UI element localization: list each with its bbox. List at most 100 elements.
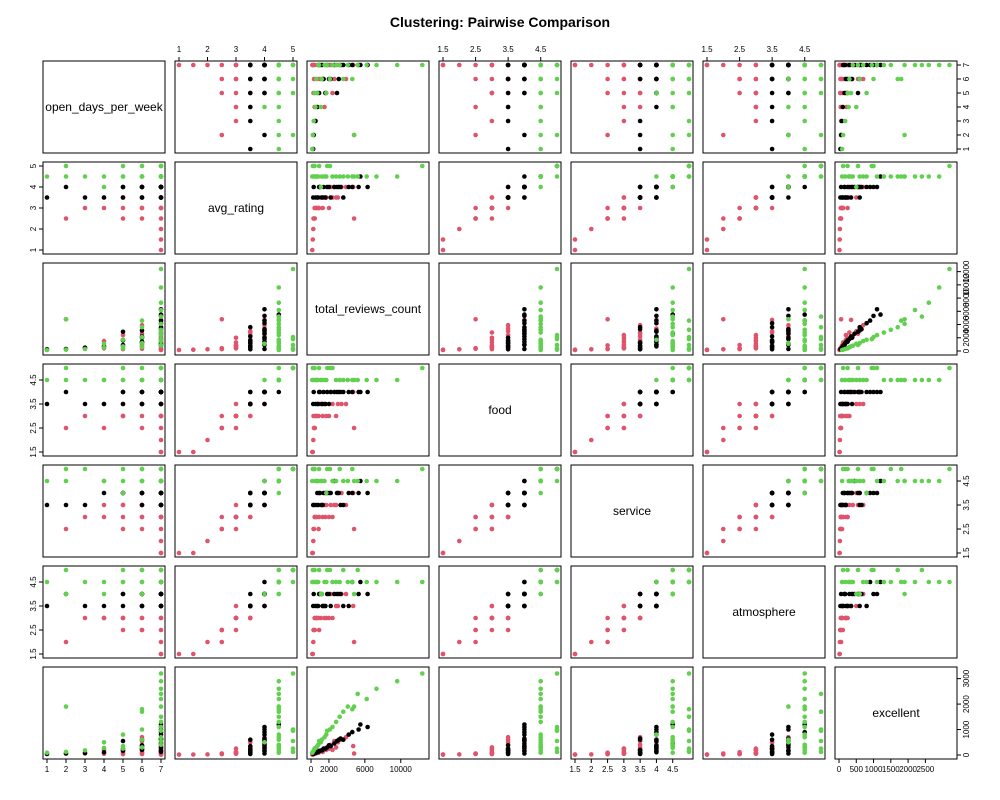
data-point (753, 90, 759, 96)
data-point (847, 76, 852, 82)
data-point (839, 615, 845, 621)
data-point (158, 678, 164, 684)
data-point (120, 615, 126, 621)
data-point (489, 205, 495, 211)
data-point (276, 377, 282, 383)
data-point (330, 615, 335, 621)
data-point (158, 478, 164, 484)
y-tick-label: 2 (29, 226, 38, 231)
y-tick-label: 2000 (962, 328, 971, 346)
data-point (721, 317, 726, 322)
data-point (276, 678, 282, 684)
data-point (139, 174, 145, 179)
data-point (139, 401, 145, 407)
data-point (786, 346, 791, 352)
data-point (101, 341, 107, 347)
data-point (290, 266, 296, 272)
data-point (63, 365, 69, 371)
data-point (158, 728, 164, 734)
data-point (311, 639, 316, 645)
x-tick-label: 2.5 (734, 45, 746, 54)
data-point (101, 579, 107, 585)
data-point (333, 478, 339, 484)
data-point (637, 146, 643, 152)
data-point (290, 671, 296, 676)
data-point (358, 389, 363, 395)
x-tick-label: 500 (850, 765, 864, 774)
data-point (572, 449, 578, 455)
data-point (637, 118, 643, 124)
data-point (324, 732, 329, 737)
data-point (139, 737, 145, 742)
data-point (82, 615, 88, 621)
data-point (936, 579, 942, 585)
data-point (538, 330, 543, 335)
data-point (334, 389, 340, 395)
diagonal-label: food (488, 403, 511, 417)
data-point (874, 62, 880, 68)
data-point (737, 90, 742, 96)
data-point (355, 567, 361, 573)
data-point (191, 651, 196, 657)
data-point (769, 502, 775, 508)
data-point (394, 678, 400, 684)
data-point (338, 184, 343, 190)
data-point (670, 62, 675, 68)
diagonal-label: service (613, 504, 651, 518)
data-point (457, 752, 462, 757)
data-point (802, 706, 807, 712)
data-point (101, 174, 107, 179)
data-point (572, 752, 578, 757)
data-point (522, 90, 527, 96)
data-point (840, 490, 846, 496)
data-point (769, 490, 775, 496)
data-point (315, 603, 321, 609)
data-point (158, 671, 164, 676)
panel-open_days_per_week-vs-food (438, 60, 562, 154)
data-point (176, 347, 182, 353)
data-point (158, 514, 164, 520)
data-point (191, 550, 196, 556)
data-point (248, 746, 253, 751)
data-point (120, 591, 126, 597)
data-point (786, 478, 791, 484)
data-point (328, 502, 334, 508)
data-point (637, 736, 643, 741)
panel-avg_rating-vs-avg_rating (174, 161, 298, 255)
data-point (319, 174, 325, 179)
data-point (318, 740, 324, 745)
x-tick-label: 0 (837, 765, 842, 774)
data-point (248, 90, 253, 96)
data-point (850, 502, 856, 508)
data-point (101, 502, 107, 508)
data-point (276, 90, 282, 96)
data-point (262, 401, 267, 407)
data-point (311, 389, 317, 395)
data-point (786, 76, 791, 82)
data-point (290, 336, 296, 342)
data-point (888, 579, 894, 585)
data-point (538, 591, 543, 597)
data-point (888, 466, 894, 472)
data-point (802, 321, 807, 327)
data-point (82, 205, 88, 211)
data-point (802, 184, 807, 190)
data-point (139, 184, 145, 190)
data-point (538, 285, 543, 290)
data-point (233, 425, 239, 431)
panel-excellent-vs-avg_rating (174, 666, 298, 760)
data-point (864, 320, 869, 326)
data-point (319, 502, 325, 508)
y-tick-label: 4000 (962, 315, 971, 333)
data-point (248, 737, 253, 742)
data-point (505, 615, 511, 621)
data-point (844, 615, 849, 621)
data-point (233, 746, 239, 751)
data-point (947, 365, 952, 371)
data-point (473, 317, 478, 322)
data-point (802, 377, 807, 383)
data-point (786, 307, 791, 312)
data-point (139, 478, 145, 484)
data-point (786, 389, 791, 395)
data-point (374, 377, 379, 383)
